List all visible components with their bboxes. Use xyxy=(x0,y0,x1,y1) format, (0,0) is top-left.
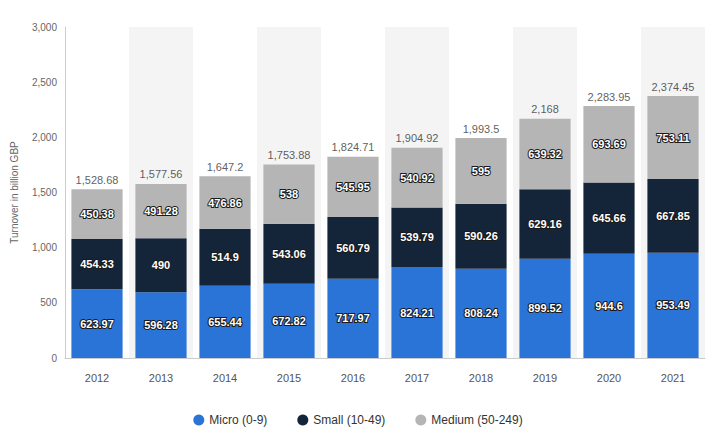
svg-text:2013: 2013 xyxy=(149,372,173,384)
svg-text:545.95: 545.95 xyxy=(336,181,370,193)
svg-text:1,647.2: 1,647.2 xyxy=(207,161,244,173)
svg-text:491.28: 491.28 xyxy=(144,205,178,217)
svg-text:595: 595 xyxy=(472,165,490,177)
svg-text:667.85: 667.85 xyxy=(656,210,690,222)
svg-text:Micro (0-9): Micro (0-9) xyxy=(209,413,267,427)
svg-text:543.06: 543.06 xyxy=(272,248,306,260)
svg-text:672.82: 672.82 xyxy=(272,315,306,327)
svg-text:538: 538 xyxy=(280,188,298,200)
svg-text:2,500: 2,500 xyxy=(32,77,57,88)
svg-text:1,904.92: 1,904.92 xyxy=(396,132,439,144)
svg-text:717.97: 717.97 xyxy=(336,312,370,324)
svg-text:645.66: 645.66 xyxy=(592,212,626,224)
svg-text:2,168: 2,168 xyxy=(531,103,559,115)
svg-text:0: 0 xyxy=(51,353,57,364)
svg-text:1,528.68: 1,528.68 xyxy=(76,174,119,186)
svg-text:1,577.56: 1,577.56 xyxy=(140,168,183,180)
svg-text:Turnover in billion GBP: Turnover in billion GBP xyxy=(9,141,20,244)
svg-text:Medium (50-249): Medium (50-249) xyxy=(431,413,522,427)
svg-text:490: 490 xyxy=(152,259,170,271)
svg-text:2018: 2018 xyxy=(469,372,493,384)
svg-text:2016: 2016 xyxy=(341,372,365,384)
svg-text:944.6: 944.6 xyxy=(595,300,623,312)
svg-text:1,824.71: 1,824.71 xyxy=(332,141,375,153)
svg-text:824.21: 824.21 xyxy=(400,307,434,319)
svg-text:500: 500 xyxy=(40,297,57,308)
svg-text:596.28: 596.28 xyxy=(144,319,178,331)
svg-text:693.69: 693.69 xyxy=(592,138,626,150)
svg-text:808.24: 808.24 xyxy=(464,307,499,319)
svg-text:629.16: 629.16 xyxy=(528,218,562,230)
svg-text:623.97: 623.97 xyxy=(80,318,114,330)
svg-text:1,500: 1,500 xyxy=(32,187,57,198)
svg-text:539.79: 539.79 xyxy=(400,231,434,243)
svg-text:476.86: 476.86 xyxy=(208,197,242,209)
svg-text:454.33: 454.33 xyxy=(80,258,114,270)
svg-text:2,283.95: 2,283.95 xyxy=(588,91,631,103)
svg-text:655.44: 655.44 xyxy=(208,316,243,328)
svg-text:1,993.5: 1,993.5 xyxy=(463,123,500,135)
svg-text:2,000: 2,000 xyxy=(32,132,57,143)
svg-text:2014: 2014 xyxy=(213,372,237,384)
svg-text:639.32: 639.32 xyxy=(528,148,562,160)
svg-text:2019: 2019 xyxy=(533,372,557,384)
svg-text:1,753.88: 1,753.88 xyxy=(268,149,311,161)
svg-text:590.26: 590.26 xyxy=(464,230,498,242)
svg-text:450.38: 450.38 xyxy=(80,208,114,220)
svg-text:2015: 2015 xyxy=(277,372,301,384)
svg-text:2020: 2020 xyxy=(597,372,621,384)
svg-text:514.9: 514.9 xyxy=(211,251,239,263)
svg-text:753.11: 753.11 xyxy=(656,132,689,144)
svg-text:2,374.45: 2,374.45 xyxy=(652,81,695,93)
svg-text:953.49: 953.49 xyxy=(656,299,690,311)
svg-text:2021: 2021 xyxy=(661,372,685,384)
svg-text:899.52: 899.52 xyxy=(528,302,562,314)
svg-text:1,000: 1,000 xyxy=(32,242,57,253)
svg-text:Small (10-49): Small (10-49) xyxy=(313,413,385,427)
svg-text:2017: 2017 xyxy=(405,372,429,384)
svg-text:540.92: 540.92 xyxy=(400,172,434,184)
svg-text:560.79: 560.79 xyxy=(336,242,370,254)
svg-text:2012: 2012 xyxy=(85,372,109,384)
svg-text:3,000: 3,000 xyxy=(32,22,57,33)
